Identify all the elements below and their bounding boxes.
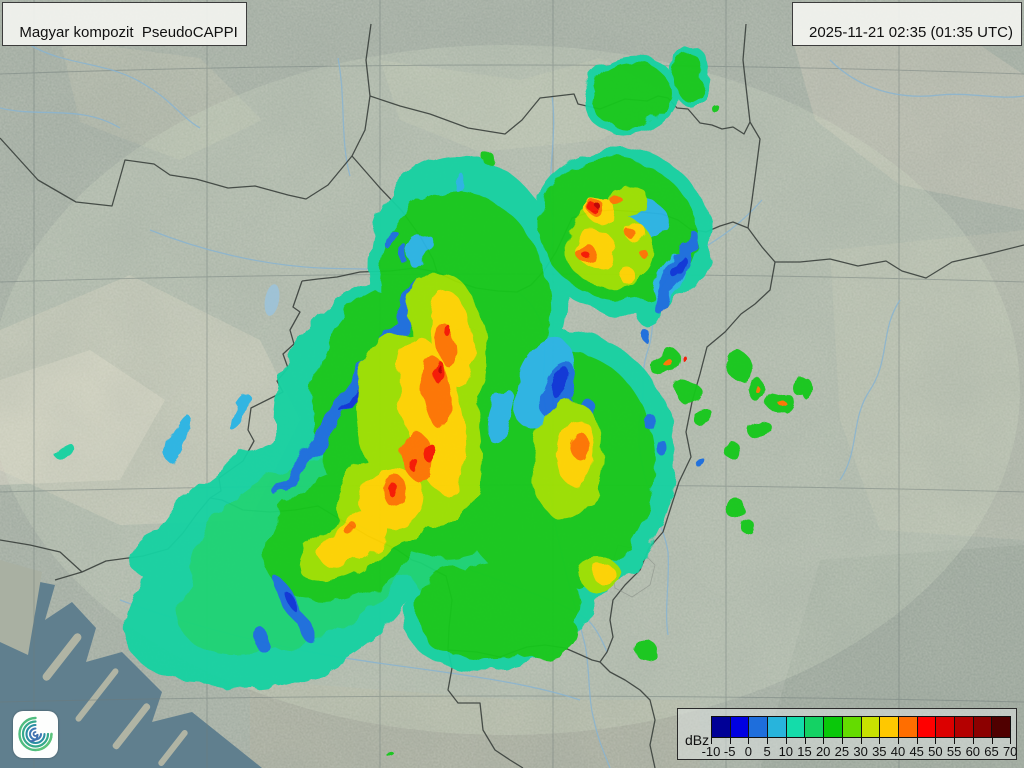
legend-tick	[729, 738, 731, 744]
legend-color-box	[860, 716, 881, 738]
legend-tick	[804, 738, 806, 744]
legend-color-box	[841, 716, 862, 738]
legend-tick	[972, 738, 974, 744]
legend-tick-label: 55	[946, 744, 962, 759]
legend-tick-label: -10	[701, 744, 721, 759]
timestamp-box: 2025-11-21 02:35 (01:35 UTC)	[791, 2, 1022, 46]
legend-boxes	[711, 716, 1011, 738]
legend-tick	[841, 738, 843, 744]
legend-color-box	[916, 716, 937, 738]
legend-color-box	[804, 716, 825, 738]
legend-color-box	[991, 716, 1011, 738]
timestamp: 2025-11-21 02:35 (01:35 UTC)	[808, 24, 1013, 41]
legend-tick-label: 70	[1002, 744, 1018, 759]
legend-tick-label: -5	[723, 744, 736, 759]
legend-tick	[991, 738, 993, 744]
legend-tick-label: 15	[797, 744, 812, 759]
legend-tick	[935, 738, 937, 744]
legend-tick-label: 45	[909, 744, 924, 759]
radar-echoes	[54, 45, 814, 756]
legend-color-box	[897, 716, 918, 738]
legend-tick	[785, 738, 787, 744]
legend-tick	[954, 738, 956, 744]
legend-color-box	[879, 716, 899, 738]
legend-tick	[860, 738, 862, 744]
legend-tick-label: 25	[834, 744, 850, 759]
spiral-logo-icon	[18, 716, 53, 752]
legend-tick	[711, 738, 712, 744]
legend-tick	[767, 738, 769, 744]
legend-tick-label: 65	[984, 744, 999, 759]
product-title-box: Magyar kompozit PseudoCAPPI	[2, 2, 247, 46]
legend-tick	[823, 738, 825, 744]
legend-color-box	[729, 716, 750, 738]
legend-tick-label: 35	[872, 744, 887, 759]
legend-tick-label: 0	[744, 744, 752, 759]
legend-color-box	[748, 716, 769, 738]
hungaromet-logo	[13, 711, 58, 758]
legend-tick	[916, 738, 918, 744]
product-title: Magyar kompozit PseudoCAPPI	[19, 24, 238, 41]
legend-color-box	[711, 716, 731, 738]
legend-tick-label: 30	[853, 744, 868, 759]
adriatic-sea	[0, 560, 262, 768]
legend-tick	[748, 738, 750, 744]
legend-tick-label: 40	[890, 744, 906, 759]
legend-color-box	[953, 716, 974, 738]
legend-color-box	[767, 716, 787, 738]
legend-color-box	[823, 716, 843, 738]
legend-color-box	[785, 716, 806, 738]
legend-tick-label: 10	[778, 744, 794, 759]
legend-tick-label: 60	[965, 744, 981, 759]
legend-color-box	[972, 716, 993, 738]
legend-tick	[879, 738, 881, 744]
legend-tick	[1010, 738, 1012, 744]
legend-tick	[898, 738, 899, 744]
dbz-legend: dBz -10 -5 0 5 10 15 20 25 30 35 40 45 50 55 60 65 70	[677, 708, 1017, 760]
legend-tick-label: 50	[928, 744, 943, 759]
legend-unit-label: dBz	[685, 732, 710, 748]
legend-tick-label: 20	[815, 744, 831, 759]
legend-tick-label: 5	[763, 744, 771, 759]
legend-color-box	[935, 716, 955, 738]
